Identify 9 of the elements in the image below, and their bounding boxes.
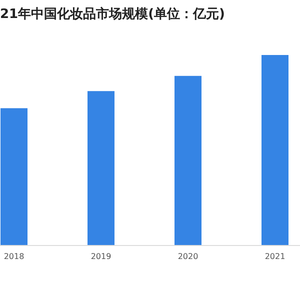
bar — [262, 55, 288, 245]
bar — [0, 108, 28, 245]
chart-title: 21年中国化妆品市场规模(单位：亿元) — [0, 6, 225, 22]
bar — [174, 76, 202, 245]
x-tick-label: 2019 — [90, 252, 112, 261]
x-tick-label: 2021 — [264, 252, 286, 261]
x-tick-label: 2018 — [4, 252, 24, 261]
bar — [88, 91, 114, 245]
x-tick-label: 2020 — [178, 252, 198, 261]
